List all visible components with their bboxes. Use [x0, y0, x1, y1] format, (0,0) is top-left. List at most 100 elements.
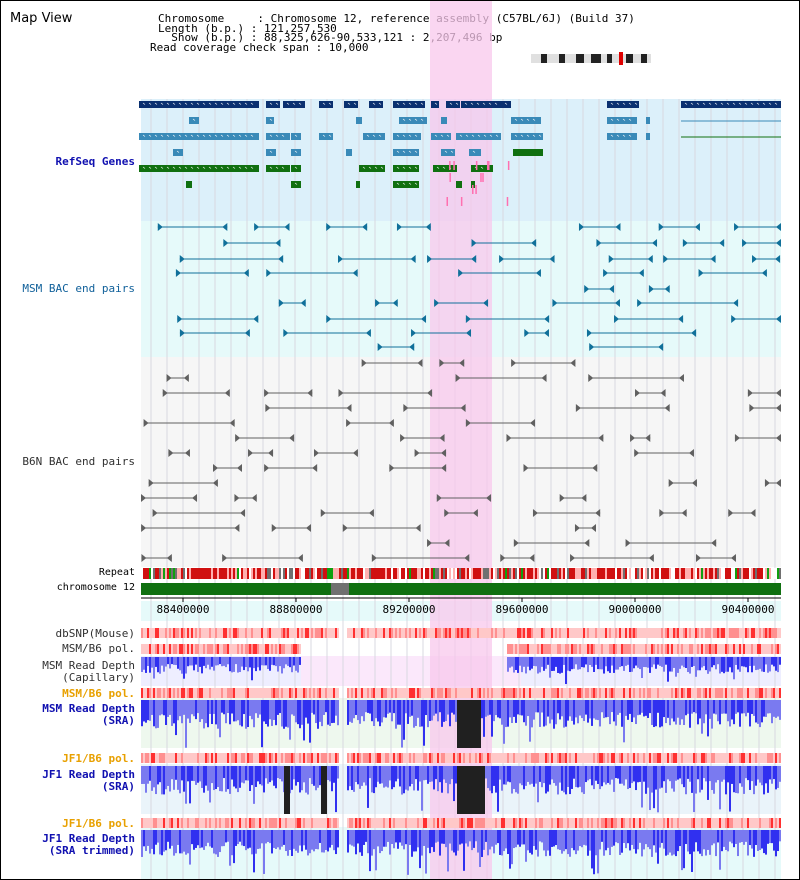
- msm-sra-depth: [281, 700, 283, 727]
- bac-end: [578, 223, 584, 231]
- msm-pol2-bar: [395, 688, 397, 698]
- msm-pol2-bar: [243, 688, 245, 698]
- jf1-trim-depth: [299, 830, 301, 846]
- msm-pol2-bar: [267, 688, 269, 698]
- jf1-pol2-bar: [651, 818, 653, 828]
- msm-pol2-bar: [405, 688, 407, 698]
- track-label-b6n-bac[interactable]: B6N BAC end pairs: [22, 455, 135, 468]
- msm-sra-depth: [565, 700, 567, 727]
- jf1-pol2-bar: [347, 818, 349, 828]
- msm-sra-depth: [773, 700, 775, 717]
- gene-arrow: [610, 118, 614, 121]
- bac-end: [752, 255, 758, 263]
- gene-arrow: [368, 166, 372, 169]
- repeat-mark: [725, 568, 727, 579]
- pink-tick: [482, 173, 484, 182]
- msm-cap-depth: [679, 657, 681, 669]
- track-label-msm-pol[interactable]: MSM/B6 pol.: [62, 642, 135, 655]
- msm-sra-depth: [717, 700, 719, 722]
- dbsnp-bar: [607, 628, 609, 638]
- pink-tick: [487, 161, 489, 170]
- dbsnp-bar: [713, 628, 715, 638]
- msm-sra-depth: [173, 700, 175, 724]
- jf1-pol-bar: [757, 753, 759, 763]
- bac-end: [731, 315, 737, 323]
- track-label-msm-pol-2[interactable]: MSM/B6 pol.: [62, 687, 135, 700]
- jf1-pol-bar: [761, 753, 763, 763]
- jf1-pol-bar: [695, 753, 697, 763]
- msm-pol-bar: [705, 644, 707, 654]
- msm-cap-depth: [211, 657, 213, 667]
- msm-sra-depth: [643, 700, 645, 717]
- jf1-pol2-bar: [527, 818, 529, 828]
- msm-pol2-bar: [661, 688, 663, 698]
- track-label-refseq[interactable]: RefSeq Genes: [55, 155, 135, 168]
- msm-pol2-bar: [481, 688, 483, 698]
- bac-end: [444, 539, 450, 547]
- track-label-jf1-trim[interactable]: JF1 Read Depth: [42, 832, 135, 845]
- jf1-pol2-bar: [775, 818, 777, 828]
- track-label-chromosome[interactable]: chromosome 12: [56, 582, 135, 593]
- dbsnp-bar: [667, 628, 669, 638]
- msm-pol2-bar: [291, 688, 293, 698]
- jf1-sra-depth: [381, 766, 383, 784]
- track-label-msm-depth-cap[interactable]: MSM Read Depth: [42, 659, 135, 672]
- dbsnp-bar: [581, 628, 583, 638]
- track-label-jf1-pol-2[interactable]: JF1/B6 pol.: [62, 817, 135, 830]
- track-label-msm-bac[interactable]: MSM BAC end pairs: [22, 282, 135, 295]
- jf1-pol2-bar: [293, 818, 295, 828]
- msm-pol2-bar: [779, 688, 781, 698]
- jf1-sra-depth: [207, 766, 209, 791]
- track-label-jf1-pol[interactable]: JF1/B6 pol.: [62, 752, 135, 765]
- msm-pol-bar: [239, 644, 241, 654]
- repeat-mark: [581, 568, 583, 579]
- track-label-jf1-sra[interactable]: JF1 Read Depth: [42, 768, 135, 781]
- msm-cap-depth: [585, 657, 587, 665]
- msm-sra-depth: [255, 700, 257, 714]
- msm-sra-depth: [249, 700, 251, 716]
- msm-pol2-bar: [609, 688, 611, 698]
- jf1-trim-depth: [171, 830, 173, 846]
- repeat-mark: [751, 568, 753, 579]
- gene-arrow: [396, 102, 400, 105]
- msm-sra-depth: [183, 700, 185, 715]
- repeat-mark: [231, 568, 233, 579]
- msm-cap-depth: [153, 657, 155, 679]
- jf1-pol2-bar: [611, 818, 613, 828]
- repeat-mark: [363, 568, 365, 579]
- dbsnp-bar: [695, 628, 697, 638]
- track-label-dbsnp[interactable]: dbSNP(Mouse): [55, 627, 135, 640]
- repeat-mark: [729, 568, 731, 579]
- dbsnp-bar: [627, 628, 629, 638]
- jf1-trim-depth: [775, 830, 777, 857]
- dbsnp-bar: [237, 628, 239, 638]
- msm-pol-bar: [213, 644, 215, 654]
- ideogram-band: [626, 54, 633, 63]
- msm-cap-depth: [745, 657, 747, 668]
- track-label-msm-sra[interactable]: MSM Read Depth: [42, 702, 135, 715]
- msm-pol2-bar: [725, 688, 727, 698]
- gene-arrow: [465, 134, 469, 137]
- msm-pol-bar: [161, 644, 163, 654]
- dbsnp-bar: [619, 628, 621, 638]
- repeat-mark: [489, 568, 491, 579]
- jf1-pol-bar: [255, 753, 257, 763]
- bac-end: [212, 464, 218, 472]
- dbsnp-bar: [179, 628, 181, 638]
- jf1-sra-depth: [275, 766, 277, 789]
- jf1-pol-bar: [201, 753, 203, 763]
- repeat-mark: [451, 568, 453, 579]
- track-label-repeat[interactable]: Repeat: [98, 567, 135, 578]
- jf1-trim-depth: [383, 830, 385, 847]
- repeat-mark: [311, 568, 313, 579]
- jf1-trim-depth: [485, 830, 487, 842]
- jf1-pol-bar: [559, 753, 561, 763]
- jf1-trim-depth: [483, 830, 485, 850]
- dbsnp-bar: [735, 628, 737, 638]
- bac-end: [500, 554, 506, 562]
- repeat-mark: [221, 568, 223, 579]
- jf1-pol-bar: [425, 753, 427, 763]
- jf1-pol2-bar: [697, 818, 699, 828]
- jf1-pol2-bar: [427, 818, 429, 828]
